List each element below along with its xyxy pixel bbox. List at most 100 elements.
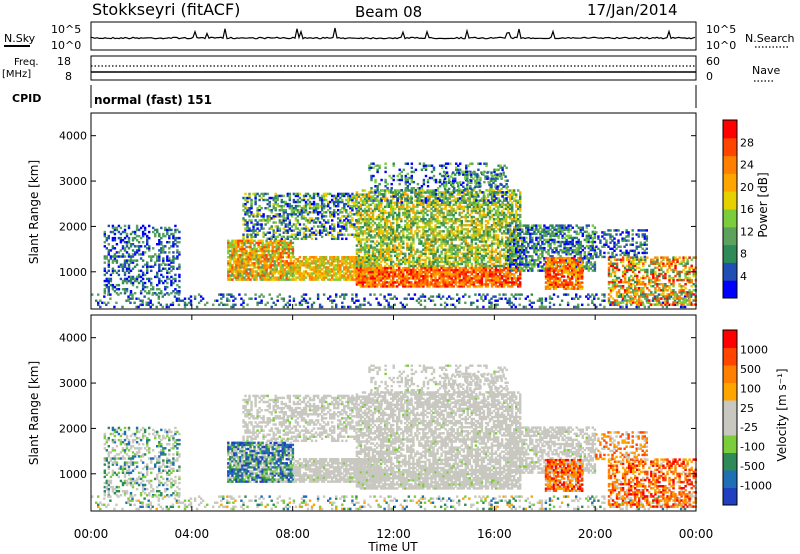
power-cell — [251, 253, 254, 257]
power-cell — [410, 273, 413, 276]
power-cell — [418, 191, 421, 194]
power-cell — [220, 297, 223, 300]
power-cell — [335, 260, 338, 263]
power-cell — [422, 215, 425, 219]
power-cell — [271, 251, 274, 255]
power-cell — [279, 243, 283, 247]
power-cell — [361, 230, 365, 233]
power-cell — [383, 189, 387, 192]
power-cell — [256, 209, 259, 212]
power-cell — [269, 270, 272, 273]
power-cell — [511, 256, 514, 260]
power-cell — [536, 299, 540, 302]
power-cell — [517, 217, 520, 221]
power-cell — [296, 237, 300, 241]
power-cell — [424, 275, 427, 278]
power-cell — [494, 295, 497, 298]
power-cell — [290, 211, 294, 214]
power-cell — [363, 268, 367, 272]
power-cell — [296, 276, 300, 279]
power-cell — [166, 281, 169, 285]
power-cell — [492, 234, 496, 237]
power-cell — [474, 228, 478, 231]
power-cell — [476, 246, 480, 249]
power-cell — [424, 217, 427, 221]
power-cell — [359, 232, 363, 235]
power-cell — [448, 217, 451, 221]
power-cell — [255, 258, 258, 261]
power-cell — [452, 303, 455, 307]
power-cell — [437, 293, 441, 296]
power-cell — [474, 193, 478, 196]
power-cell — [125, 241, 129, 244]
power-cell — [251, 258, 254, 261]
power-cell — [257, 241, 260, 245]
power-cell — [168, 271, 171, 275]
power-cell — [394, 250, 397, 253]
power-cell — [247, 241, 250, 245]
power-cell — [107, 285, 111, 289]
power-cell — [351, 198, 354, 202]
power-cell — [502, 264, 506, 268]
power-cell — [327, 202, 330, 206]
power-cell — [308, 264, 312, 267]
power-cell — [414, 250, 417, 253]
power-cell — [357, 279, 361, 282]
power-cell — [363, 262, 367, 266]
power-cell — [229, 264, 232, 267]
power-cell — [141, 224, 145, 228]
power-cell — [129, 301, 132, 305]
power-cell — [282, 204, 286, 208]
power-cell — [398, 260, 401, 264]
power-cell — [468, 260, 472, 264]
power-cell — [294, 266, 298, 269]
power-cell — [416, 226, 419, 229]
power-cell — [359, 272, 362, 275]
power-cell — [466, 205, 470, 209]
power-cell — [375, 232, 379, 235]
power-cell — [367, 301, 370, 305]
power-cell — [377, 274, 380, 277]
power-cell — [176, 228, 179, 232]
power-cell — [281, 278, 285, 281]
power-cell — [365, 211, 369, 215]
power-cell — [383, 305, 386, 309]
power-cell — [478, 221, 482, 225]
power-cell — [446, 260, 449, 264]
power-cell — [466, 244, 470, 247]
power-cell — [129, 281, 133, 285]
power-cell — [460, 232, 464, 235]
nsky-tick-top: 10^5 — [51, 23, 81, 36]
power-cell — [404, 197, 407, 200]
power-cell — [410, 244, 413, 247]
power-cell — [310, 274, 314, 277]
power-cell — [141, 285, 145, 289]
power-cell — [486, 293, 489, 296]
power-cell — [237, 262, 240, 265]
power-cell — [345, 221, 348, 224]
power-cell — [275, 251, 278, 255]
power-cell — [239, 256, 242, 259]
power-cell — [438, 205, 441, 209]
power-cell — [530, 301, 534, 305]
power-cell — [404, 219, 407, 223]
power-cell — [540, 301, 544, 305]
power-cell — [490, 301, 493, 305]
power-cell — [287, 272, 291, 275]
power-cell — [216, 299, 219, 302]
power-cell — [320, 204, 324, 208]
power-cell — [436, 256, 439, 260]
power-cell — [476, 207, 480, 211]
power-cell — [464, 242, 468, 245]
power-cell — [270, 297, 273, 300]
power-cell — [341, 274, 344, 277]
power-cell — [420, 236, 423, 239]
power-cell — [172, 251, 175, 254]
power-cell — [448, 230, 451, 233]
power-cell — [454, 244, 457, 247]
power-cell — [347, 274, 350, 277]
power-cell — [452, 262, 455, 266]
power-cell — [283, 243, 287, 247]
power-cell — [322, 204, 326, 208]
power-cell — [178, 236, 181, 240]
